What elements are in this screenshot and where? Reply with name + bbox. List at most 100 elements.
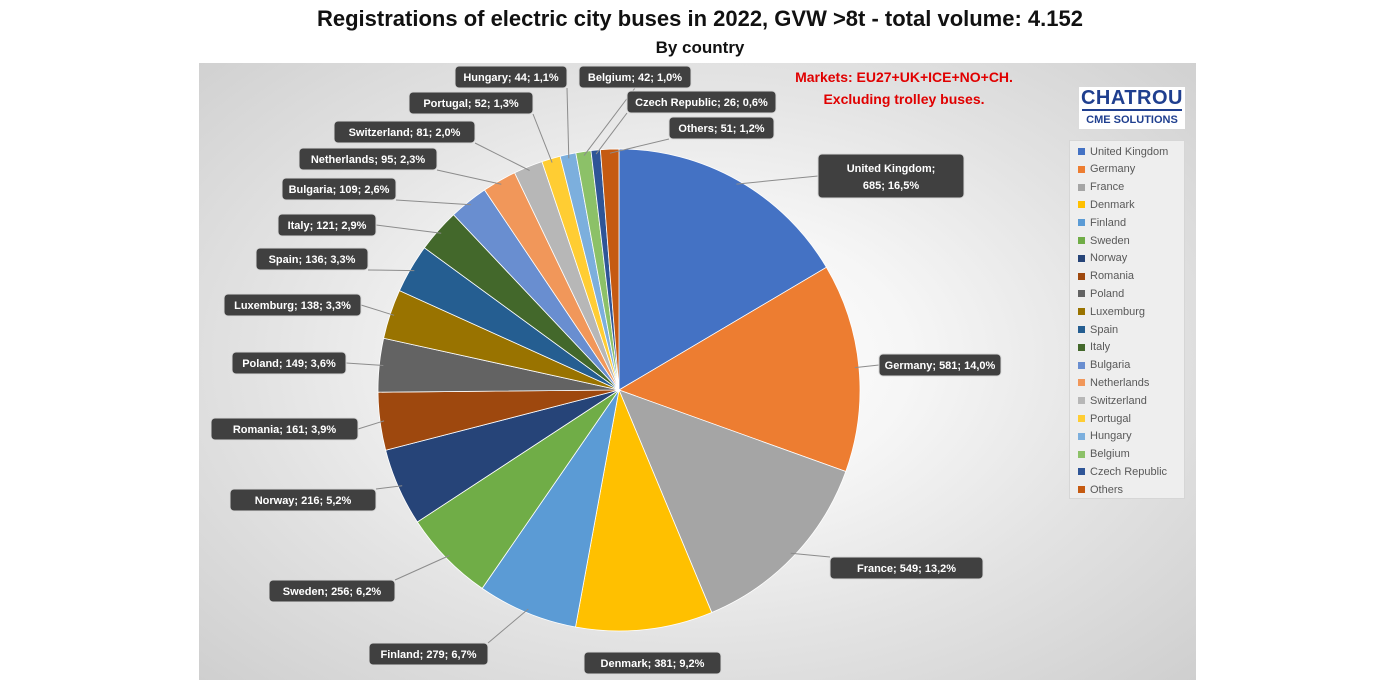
legend-swatch: [1078, 165, 1085, 173]
legend-swatch: [1078, 308, 1085, 316]
company-logo: CHATROU CME SOLUTIONS: [1079, 87, 1185, 129]
legend-swatch: [1078, 254, 1085, 262]
data-label-text: Others; 51; 1,2%: [678, 123, 764, 135]
legend-label: Hungary: [1090, 430, 1132, 443]
legend-swatch: [1078, 397, 1085, 405]
legend-label: Luxemburg: [1090, 305, 1146, 318]
logo-name: CHATROU: [1080, 87, 1183, 109]
leader-line-romania: [357, 420, 385, 430]
data-label-poland: Poland; 149; 3,6%: [231, 351, 347, 375]
legend-item-norway: Norway: [1078, 250, 1127, 267]
chart-legend: United Kingdom Germany France Denmark Finlan…: [1069, 140, 1185, 499]
data-label-text: Bulgaria; 109; 2,6%: [289, 184, 390, 196]
leader-line-spain: [367, 269, 415, 272]
legend-swatch: [1078, 486, 1085, 494]
legend-swatch: [1078, 272, 1085, 280]
legend-label: Poland: [1090, 287, 1125, 300]
market-note-line-1: Markets: EU27+UK+ICE+NO+CH.: [795, 69, 1013, 85]
leader-line-portugal: [532, 113, 553, 163]
legend-swatch: [1078, 183, 1085, 191]
legend-swatch: [1078, 379, 1085, 387]
plot-area: United Kingdom; 685; 16,5% Germany; 581; 1…: [199, 63, 1196, 680]
data-label-text: United Kingdom; 685; 16,5%: [847, 163, 936, 192]
data-label-denmark: Denmark; 381; 9,2%: [583, 651, 722, 675]
legend-item-hungary: Hungary: [1078, 428, 1132, 445]
logo-divider: [1082, 109, 1182, 111]
market-note: Markets: EU27+UK+ICE+NO+CH. Excluding tr…: [754, 66, 1054, 110]
data-label-spain: Spain; 136; 3,3%: [255, 247, 369, 271]
data-label-text: France; 549; 13,2%: [857, 563, 956, 575]
legend-swatch: [1078, 361, 1085, 369]
data-label-sweden: Sweden; 256; 6,2%: [268, 579, 396, 603]
data-label-finland: Finland; 279; 6,7%: [368, 642, 489, 666]
data-label-germany: Germany; 581; 14,0%: [878, 353, 1002, 377]
data-label-text: Portugal; 52; 1,3%: [423, 98, 519, 110]
legend-item-luxemburg: Luxemburg: [1078, 303, 1145, 320]
data-label-netherlands: Netherlands; 95; 2,3%: [298, 147, 438, 171]
legend-label: Netherlands: [1090, 376, 1150, 389]
pie-chart: United Kingdom; 685; 16,5% Germany; 581; 1…: [210, 65, 1002, 675]
leader-line-hungary: [566, 87, 570, 159]
legend-swatch: [1078, 219, 1085, 227]
leader-line-united-kingdom: [736, 175, 819, 185]
legend-swatch: [1078, 148, 1085, 155]
data-label-france: France; 549; 13,2%: [829, 556, 984, 580]
data-label-others: Others; 51; 1,2%: [668, 116, 775, 140]
leader-line-others: [609, 138, 670, 154]
legend-swatch: [1078, 343, 1085, 351]
legend-item-bulgaria: Bulgaria: [1078, 357, 1130, 374]
legend-swatch: [1078, 290, 1085, 298]
slice-france: [618, 389, 847, 613]
legend-label: Czech Republic: [1090, 465, 1168, 478]
data-label-switzerland: Switzerland; 81; 2,0%: [333, 120, 476, 144]
slice-denmark: [575, 388, 713, 632]
leader-line-italy: [375, 224, 442, 234]
leader-line-sweden: [394, 555, 450, 581]
logo-tagline: CME SOLUTIONS: [1086, 114, 1178, 126]
legend-label: Sweden: [1090, 234, 1130, 247]
data-label-luxemburg: Luxemburg; 138; 3,3%: [223, 293, 362, 317]
data-label-text: Germany; 581; 14,0%: [885, 360, 996, 372]
leader-line-luxemburg: [360, 304, 395, 316]
leader-line-poland: [345, 362, 384, 366]
legend-item-romania: Romania: [1078, 268, 1134, 285]
legend-item-sweden: Sweden: [1078, 232, 1130, 249]
leader-line-germany: [854, 364, 880, 369]
legend-item-germany: Germany: [1078, 161, 1135, 178]
legend-swatch: [1078, 432, 1085, 440]
data-label-text: Switzerland; 81; 2,0%: [349, 127, 461, 139]
legend-label: United Kingdom: [1090, 145, 1169, 158]
legend-swatch: [1078, 237, 1085, 244]
legend-item-united-kingdom: United Kingdom: [1078, 143, 1168, 160]
legend-label: Italy: [1090, 341, 1111, 354]
legend-item-spain: Spain: [1078, 321, 1118, 338]
data-label-text: Czech Republic; 26; 0,6%: [635, 97, 768, 109]
chart-title: Registrations of electric city buses in …: [317, 6, 1083, 31]
legend-label: Spain: [1090, 323, 1119, 336]
data-label-hungary: Hungary; 44; 1,1%: [454, 65, 568, 89]
legend-item-belgium: Belgium: [1078, 446, 1130, 463]
market-note-line-2: Excluding trolley buses.: [823, 91, 985, 107]
leader-line-finland: [487, 608, 529, 644]
legend-item-netherlands: Netherlands: [1078, 374, 1149, 391]
leader-line-switzerland: [474, 142, 530, 171]
legend-label: Germany: [1090, 163, 1136, 176]
data-label-czech-republic: Czech Republic; 26; 0,6%: [626, 90, 777, 114]
data-label-text: Sweden; 256; 6,2%: [283, 586, 382, 598]
legend-item-portugal: Portugal: [1078, 410, 1131, 427]
legend-label: Belgium: [1090, 448, 1130, 461]
leader-lines: [345, 87, 880, 644]
slice-united-kingdom: [618, 148, 827, 391]
legend-swatch: [1078, 326, 1085, 333]
data-label-text: Norway; 216; 5,2%: [255, 495, 352, 507]
legend-item-france: France: [1078, 179, 1124, 196]
legend-label: Romania: [1090, 270, 1135, 283]
legend-item-others: Others: [1078, 481, 1123, 498]
legend-swatch: [1078, 415, 1085, 422]
data-label-portugal: Portugal; 52; 1,3%: [408, 91, 534, 115]
leader-line-bulgaria: [395, 199, 472, 206]
pie-slices: [377, 148, 861, 632]
legend-label: Norway: [1090, 252, 1128, 265]
data-label-text: Luxemburg; 138; 3,3%: [234, 300, 351, 312]
leader-line-norway: [375, 485, 403, 490]
